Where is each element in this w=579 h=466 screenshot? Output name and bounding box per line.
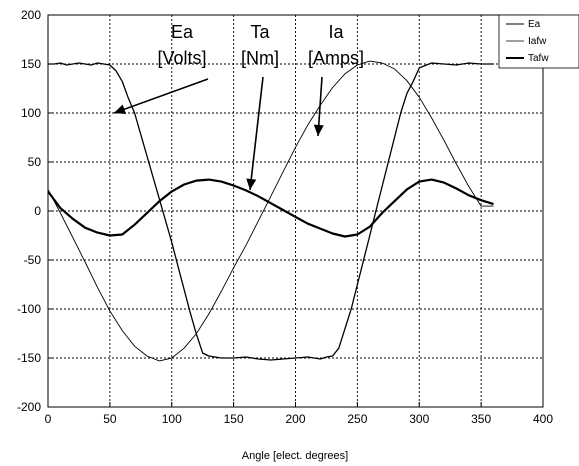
y-tick-label: 0 xyxy=(34,204,41,218)
y-tick-label: 50 xyxy=(28,155,42,169)
x-tick-label: 0 xyxy=(45,412,52,426)
y-tick-label: -50 xyxy=(24,253,42,267)
legend: Ea Iafw Tafw xyxy=(498,14,579,69)
annotation-label: [Nm] xyxy=(241,48,279,68)
annotation-arrow xyxy=(249,76,264,191)
y-tick-label: -100 xyxy=(17,302,41,316)
x-tick-label: 100 xyxy=(162,412,182,426)
x-tick-label: 150 xyxy=(224,412,244,426)
x-tick-label: 400 xyxy=(533,412,553,426)
annotation-arrow xyxy=(113,78,209,114)
annotation-label: Ea xyxy=(171,22,194,42)
annotation-arrowhead xyxy=(313,124,324,136)
annotation-label: [Amps] xyxy=(308,48,364,68)
annotation-arrowhead xyxy=(114,104,127,114)
y-tick-label: -200 xyxy=(17,400,41,414)
annotation-arrowhead xyxy=(246,178,257,190)
legend-label-ea: Ea xyxy=(528,19,541,30)
x-tick-label: 350 xyxy=(471,412,491,426)
annotation-label: Ia xyxy=(328,22,344,42)
x-tick-label: 250 xyxy=(347,412,367,426)
annotation-label: Ta xyxy=(250,22,270,42)
y-tick-label: 100 xyxy=(21,106,41,120)
x-tick-label: 200 xyxy=(285,412,305,426)
y-tick-label: -150 xyxy=(17,351,41,365)
x-axis-label: Angle [elect. degrees] xyxy=(242,450,348,462)
y-axis-ticks: -200 -150 -100 -50 0 50 100 150 200 xyxy=(17,8,53,414)
x-tick-label: 300 xyxy=(409,412,429,426)
y-tick-label: 150 xyxy=(21,57,41,71)
x-axis-ticks: 0 50 100 150 200 250 300 350 400 xyxy=(45,402,553,426)
series-lines xyxy=(47,60,494,362)
series-line-tafw xyxy=(47,178,494,238)
y-tick-label: 200 xyxy=(21,8,41,22)
x-tick-label: 50 xyxy=(103,412,117,426)
annotation-label: [Volts] xyxy=(157,48,206,68)
legend-label-iafw: Iafw xyxy=(528,36,547,47)
series-line-iafw xyxy=(47,60,494,362)
legend-label-tafw: Tafw xyxy=(528,53,549,64)
series-line-ea xyxy=(48,62,494,361)
annotations: Ea [Volts] Ta [Nm] Ia [Amps] xyxy=(113,22,364,191)
